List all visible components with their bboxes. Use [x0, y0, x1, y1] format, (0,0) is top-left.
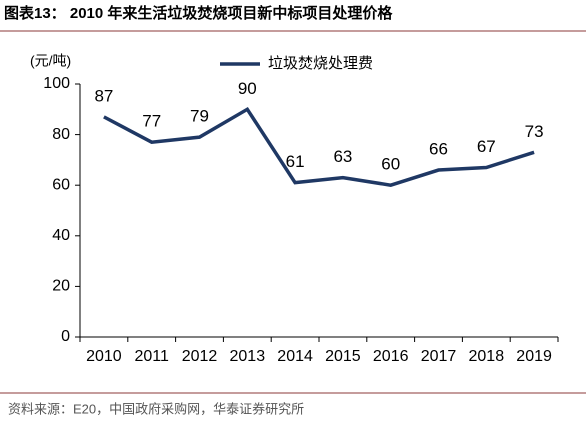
data-label: 79 — [190, 107, 209, 126]
y-tick-label: 80 — [52, 126, 70, 143]
chart-title: 图表13： 2010 年来生活垃圾焚烧项目新中标项目处理价格 — [4, 4, 393, 22]
y-tick-label: 100 — [43, 75, 70, 92]
source: 资料来源：E20，中国政府采购网，华泰证券研究所 — [8, 401, 304, 416]
y-tick-label: 60 — [52, 176, 70, 193]
y-axis-label: (元/吨) — [30, 53, 71, 69]
x-tick-label: 2012 — [182, 348, 218, 365]
x-tick-label: 2018 — [469, 348, 505, 365]
data-label: 90 — [238, 79, 257, 98]
data-label: 73 — [525, 122, 544, 141]
x-tick-label: 2015 — [325, 348, 361, 365]
x-tick-label: 2010 — [86, 348, 122, 365]
data-label: 63 — [333, 147, 352, 166]
data-label: 61 — [286, 152, 305, 171]
x-tick-label: 2017 — [421, 348, 457, 365]
x-tick-label: 2011 — [134, 348, 169, 365]
y-tick-label: 20 — [52, 278, 70, 295]
x-tick-label: 2014 — [277, 348, 313, 365]
data-label: 87 — [94, 86, 113, 105]
data-label: 60 — [381, 155, 400, 174]
x-tick-label: 2013 — [230, 348, 266, 365]
x-tick-label: 2019 — [516, 348, 552, 365]
line-series — [103, 106, 535, 187]
data-label: 77 — [142, 112, 161, 131]
data-label: 66 — [429, 140, 448, 159]
y-tick-label: 0 — [61, 328, 70, 345]
x-tick-label: 2016 — [373, 348, 409, 365]
y-tick-label: 40 — [52, 227, 70, 244]
legend-label: 垃圾焚烧处理费 — [268, 55, 373, 72]
data-label: 67 — [477, 137, 496, 156]
